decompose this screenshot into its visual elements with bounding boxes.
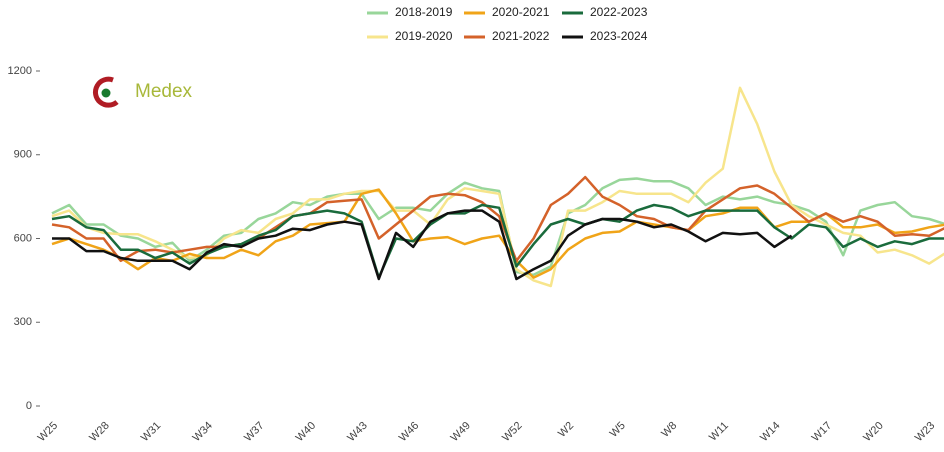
y-tick-label: 900: [14, 149, 32, 161]
x-tick-label: W14: [758, 420, 782, 444]
series-line: [51, 177, 944, 277]
x-tick-label: W20: [861, 420, 885, 444]
x-tick-label: W25: [36, 420, 60, 444]
series-line: [51, 188, 944, 279]
legend-label: 2023-2024: [590, 29, 648, 43]
legend-label: 2020-2021: [492, 5, 550, 19]
x-tick-label: W2: [556, 420, 576, 440]
legend-label: 2022-2023: [590, 5, 648, 19]
x-tick-label: W17: [810, 420, 834, 444]
series-line: [52, 209, 793, 281]
x-tick-label: W8: [659, 420, 679, 440]
logo-text: Medex: [135, 81, 193, 102]
legend-label: 2019-2020: [395, 29, 453, 43]
x-tick-label: W28: [87, 420, 111, 444]
y-tick-label: 300: [14, 316, 32, 328]
x-tick-label: W11: [707, 420, 731, 444]
logo-ring: [93, 76, 119, 108]
y-tick-label: 0: [26, 400, 32, 412]
x-tick-label: W31: [139, 420, 163, 444]
x-tick-label: W52: [500, 420, 524, 444]
x-tick-label: W23: [913, 420, 937, 444]
y-tick-label: 600: [14, 232, 32, 244]
x-tick-label: W46: [397, 420, 421, 444]
x-tick-label: W34: [190, 420, 214, 444]
y-tick-label: 1200: [8, 65, 32, 77]
x-tick-label: W37: [242, 420, 266, 444]
logo: Medex: [93, 76, 193, 108]
x-tick-label: W43: [345, 420, 369, 444]
logo-dot: [101, 88, 111, 98]
series-line: [51, 175, 944, 263]
legend-label: 2021-2022: [492, 29, 550, 43]
legend-label: 2018-2019: [395, 5, 453, 19]
x-tick-label: W40: [294, 420, 318, 444]
x-tick-label: W49: [448, 420, 472, 444]
x-tick-label: W5: [608, 420, 628, 440]
